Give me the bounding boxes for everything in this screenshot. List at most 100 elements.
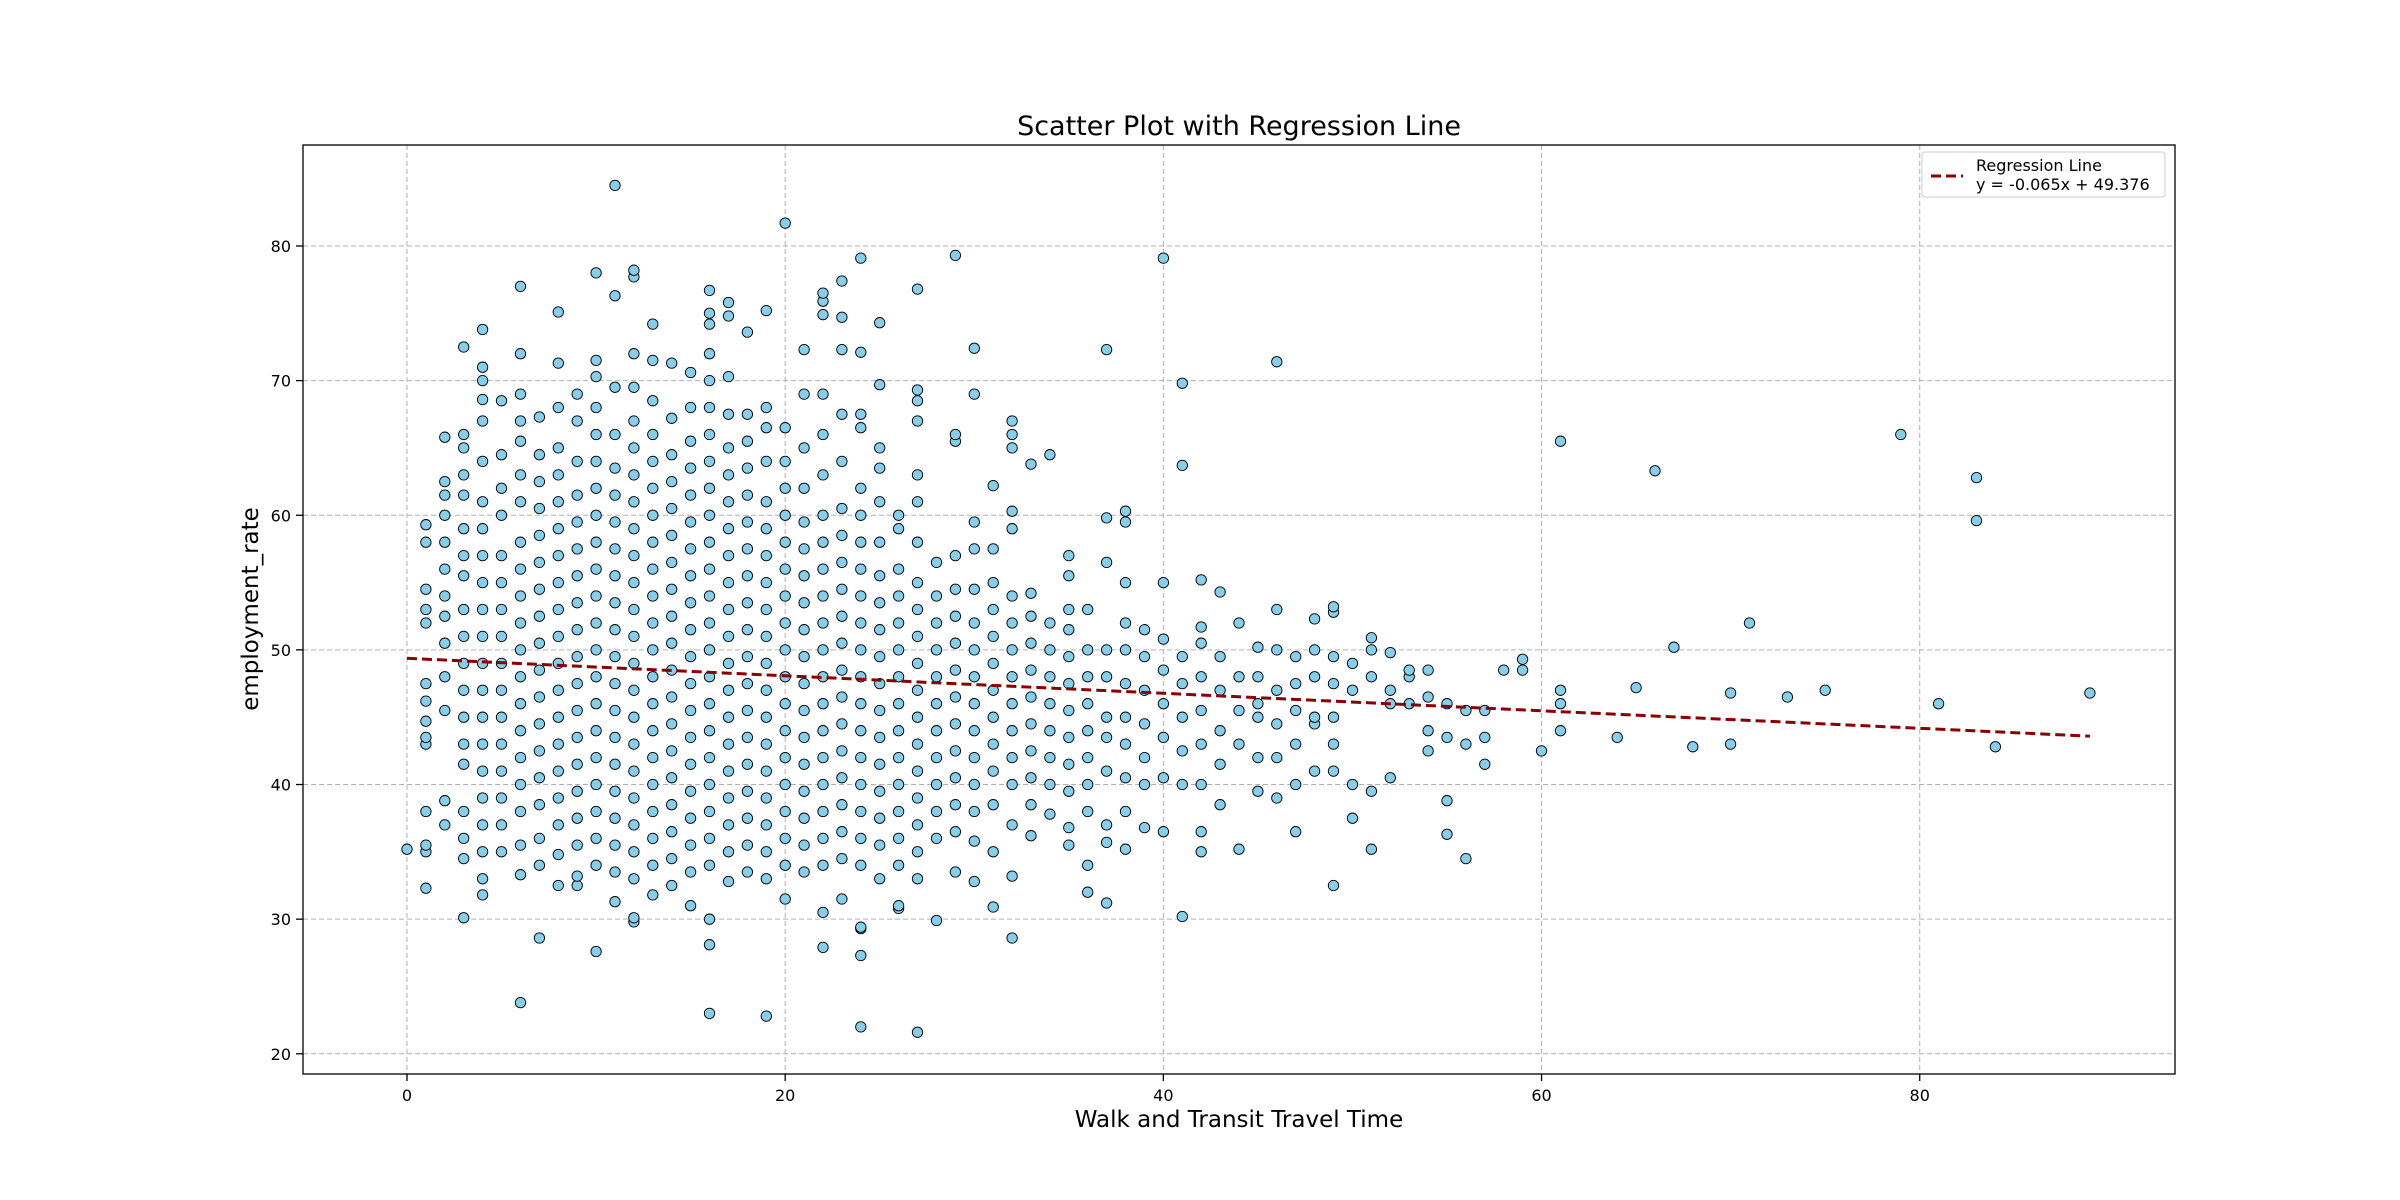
- data-point: [514, 469, 527, 481]
- data-point: [968, 342, 980, 354]
- data-point: [1006, 644, 1018, 656]
- data-point: [1044, 698, 1056, 710]
- data-point: [458, 489, 470, 501]
- data-point: [495, 509, 508, 521]
- data-point: [684, 866, 697, 878]
- data-point: [874, 536, 886, 548]
- data-point: [968, 671, 980, 683]
- data-point: [533, 637, 546, 649]
- data-point: [1100, 897, 1113, 909]
- data-point: [420, 536, 432, 548]
- data-point: [722, 469, 735, 481]
- data-point: [949, 826, 962, 838]
- data-point: [760, 549, 772, 562]
- data-point: [779, 617, 791, 629]
- data-point: [476, 630, 489, 643]
- data-point: [1630, 681, 1642, 694]
- data-point: [855, 536, 867, 548]
- data-point: [647, 859, 659, 871]
- data-point: [647, 509, 659, 521]
- data-point: [760, 765, 772, 777]
- data-point: [817, 590, 829, 602]
- data-point: [703, 318, 716, 330]
- data-point: [476, 455, 489, 468]
- data-point: [458, 805, 470, 818]
- data-point: [666, 449, 678, 461]
- data-point: [930, 698, 943, 710]
- data-point: [930, 556, 943, 569]
- data-point: [722, 792, 735, 804]
- data-point: [420, 805, 432, 818]
- y-axis-label: employment_rate: [238, 507, 264, 711]
- data-point: [476, 393, 489, 406]
- data-point: [968, 805, 980, 818]
- data-point: [1195, 574, 1207, 586]
- data-point: [1082, 859, 1094, 871]
- data-point: [930, 778, 943, 791]
- data-point: [911, 765, 924, 777]
- data-point: [420, 731, 432, 744]
- data-point: [533, 664, 546, 676]
- data-point: [760, 603, 772, 616]
- data-point: [1100, 711, 1113, 723]
- data-point: [722, 523, 735, 535]
- data-point: [590, 590, 602, 602]
- data-point: [741, 866, 754, 878]
- data-point: [1138, 751, 1151, 764]
- data-point: [684, 462, 697, 474]
- y-tick-label: 50: [271, 641, 291, 660]
- data-point: [514, 388, 527, 400]
- data-point: [779, 644, 791, 656]
- data-point: [1006, 870, 1018, 882]
- data-point: [514, 644, 527, 656]
- y-tick-label: 60: [271, 506, 291, 525]
- data-point: [647, 725, 659, 737]
- data-point: [1365, 843, 1378, 855]
- data-point: [1100, 836, 1113, 849]
- data-point: [1176, 910, 1188, 923]
- data-point: [741, 677, 754, 690]
- data-point: [911, 395, 924, 407]
- data-point: [439, 795, 451, 807]
- data-point: [458, 758, 470, 770]
- data-point: [590, 401, 602, 414]
- data-point: [836, 610, 848, 622]
- data-point: [817, 725, 829, 737]
- data-point: [1157, 698, 1170, 710]
- data-point: [798, 866, 810, 878]
- data-point: [1290, 826, 1302, 838]
- data-point: [1781, 691, 1794, 703]
- data-point: [1479, 731, 1491, 744]
- data-point: [1176, 711, 1188, 723]
- data-point: [1365, 785, 1378, 797]
- data-point: [647, 318, 659, 330]
- data-point: [968, 751, 980, 764]
- data-point: [760, 523, 772, 535]
- data-point: [495, 449, 508, 461]
- data-point: [722, 370, 735, 383]
- data-point: [892, 698, 905, 710]
- data-point: [1195, 671, 1207, 683]
- data-point: [1649, 465, 1661, 477]
- data-point: [666, 799, 678, 811]
- data-point: [1100, 644, 1113, 656]
- data-point: [760, 630, 772, 643]
- data-point: [1006, 590, 1018, 602]
- data-point: [571, 785, 583, 797]
- data-point: [647, 482, 659, 494]
- data-point: [817, 832, 829, 845]
- data-point: [1195, 738, 1207, 750]
- data-point: [892, 751, 905, 764]
- data-point: [514, 590, 527, 602]
- data-point: [1365, 644, 1378, 656]
- data-point: [874, 839, 886, 851]
- data-point: [911, 873, 924, 885]
- data-point: [1554, 698, 1567, 710]
- data-point: [1006, 505, 1018, 517]
- data-point: [760, 819, 772, 831]
- data-point: [779, 482, 791, 494]
- data-point: [760, 873, 772, 885]
- data-point: [779, 698, 791, 710]
- data-point: [647, 778, 659, 791]
- data-point: [439, 704, 451, 717]
